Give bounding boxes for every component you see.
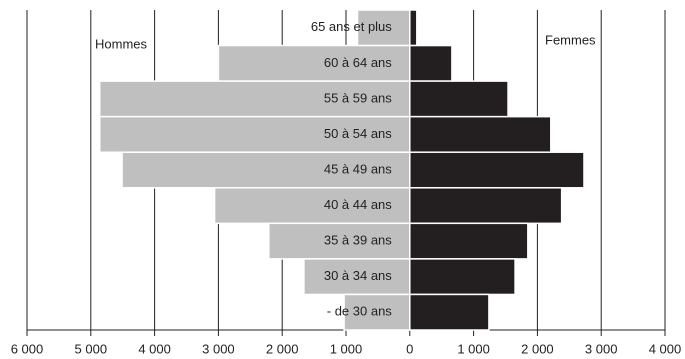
x-tick-label: 4 000 — [649, 341, 682, 356]
category-label: 30 à 34 ans — [324, 268, 392, 283]
bar — [213, 187, 411, 225]
x-tick-label: 5 000 — [75, 341, 108, 356]
bar — [409, 44, 453, 82]
bar — [98, 115, 411, 153]
category-label: 50 à 54 ans — [324, 126, 392, 141]
bar — [303, 258, 411, 296]
category-label: - de 30 ans — [327, 304, 393, 319]
bar — [409, 115, 552, 153]
category-label: 65 ans et plus — [311, 19, 392, 34]
bar — [409, 80, 509, 118]
bar — [409, 9, 418, 47]
bar — [217, 44, 411, 82]
bar — [409, 258, 516, 296]
category-label: 40 à 44 ans — [324, 197, 392, 212]
category-label: 55 à 59 ans — [324, 90, 392, 105]
category-label: 60 à 64 ans — [324, 55, 392, 70]
bar — [409, 293, 490, 331]
x-tick-label: 6 000 — [11, 341, 44, 356]
x-tick-label: 2 000 — [521, 341, 554, 356]
x-tick-label: 1 000 — [330, 341, 363, 356]
bar — [409, 222, 529, 260]
bar — [409, 187, 563, 225]
x-tick-label: 3 000 — [202, 341, 235, 356]
series-label: Femmes — [545, 32, 596, 47]
bar — [409, 151, 585, 189]
x-tick-label: 4 000 — [138, 341, 171, 356]
x-tick-label: 0 — [406, 341, 413, 356]
category-label: 45 à 49 ans — [324, 161, 392, 176]
category-label: 35 à 39 ans — [324, 233, 392, 248]
x-tick-label: 1 000 — [457, 341, 490, 356]
x-tick-label: 3 000 — [585, 341, 618, 356]
x-tick-label: 2 000 — [266, 341, 299, 356]
series-label: Hommes — [95, 36, 148, 51]
